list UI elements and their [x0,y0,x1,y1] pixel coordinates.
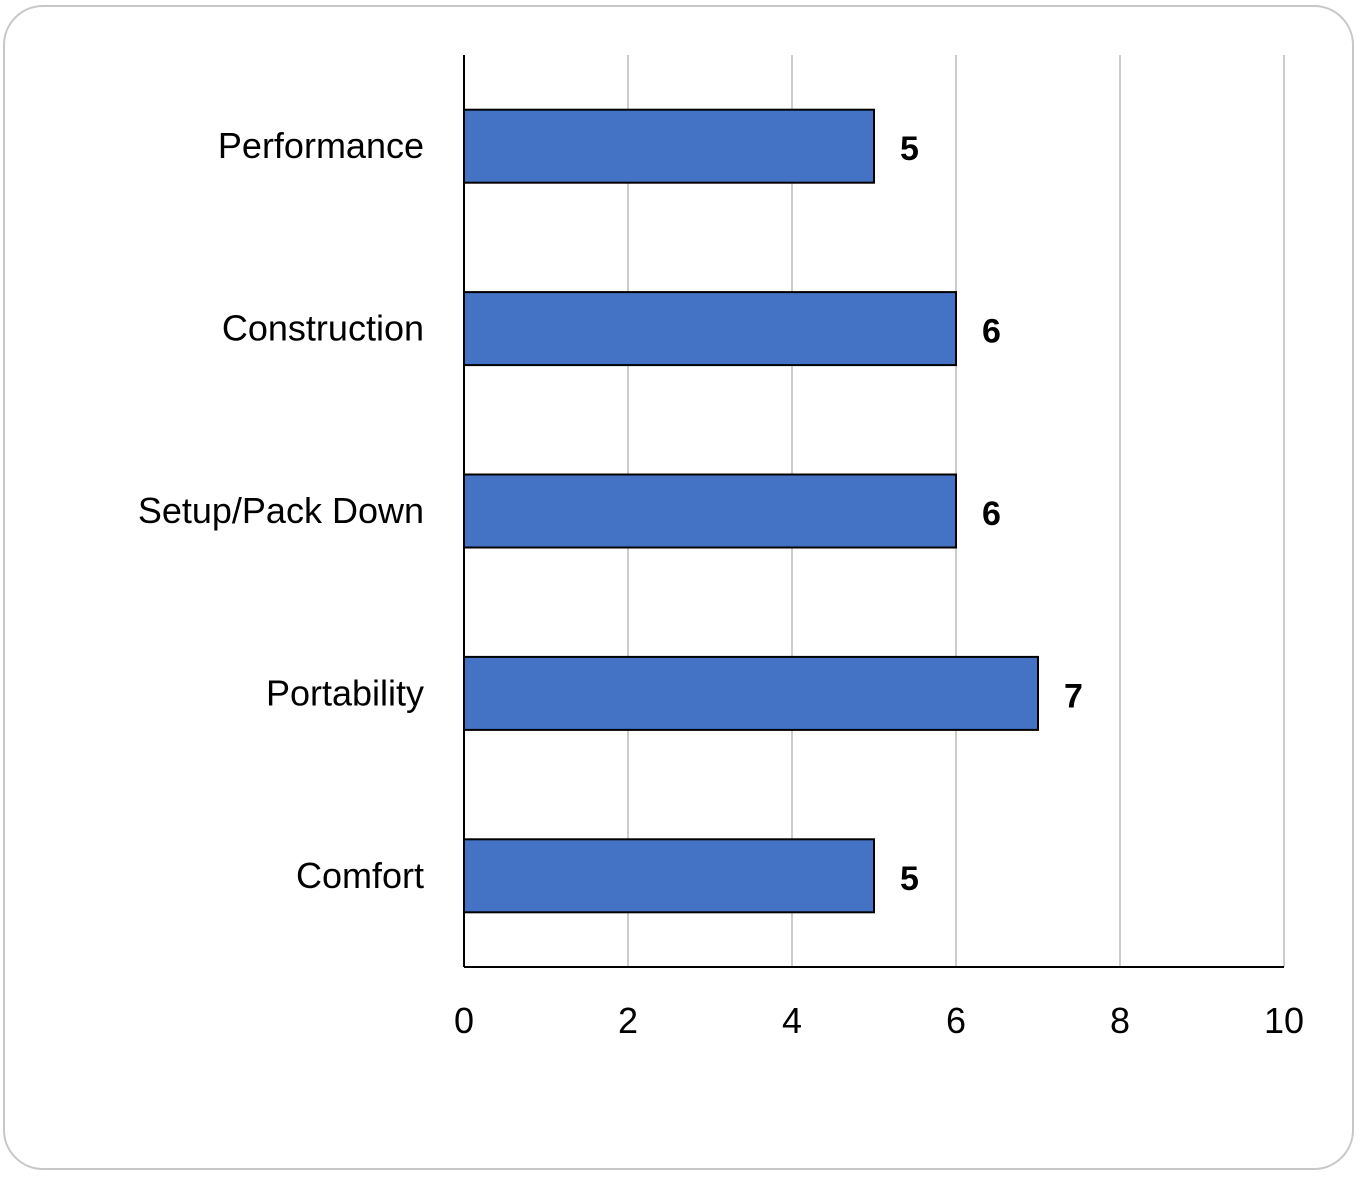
bar-portability [463,655,1039,731]
bar-construction [463,291,957,367]
x-tick-label: 6 [946,1000,966,1041]
x-tick-label: 2 [618,1000,638,1041]
bar-performance [463,108,875,184]
x-tick-label: 0 [454,1000,474,1041]
x-tick-label: 8 [1110,1000,1130,1041]
bar-setup-pack-down [463,473,957,549]
axes [463,55,1284,968]
data-label: 6 [982,313,1001,351]
data-label: 6 [982,495,1001,533]
category-label: Setup/Pack Down [138,490,424,531]
x-tick-label: 10 [1264,1000,1304,1041]
category-label: Construction [222,308,424,349]
category-label: Comfort [296,855,424,896]
x-tick-label: 4 [782,1000,802,1041]
bars [463,108,1039,914]
labels: Performance 5 Construction 6 Setup/Pack Down… [138,125,1304,1041]
category-label: Performance [218,125,424,166]
bar-comfort [463,838,875,914]
category-label: Portability [266,672,424,713]
data-label: 5 [900,130,919,168]
chart-frame [3,5,1354,1170]
data-label: 5 [900,860,919,898]
data-label: 7 [1064,677,1083,715]
